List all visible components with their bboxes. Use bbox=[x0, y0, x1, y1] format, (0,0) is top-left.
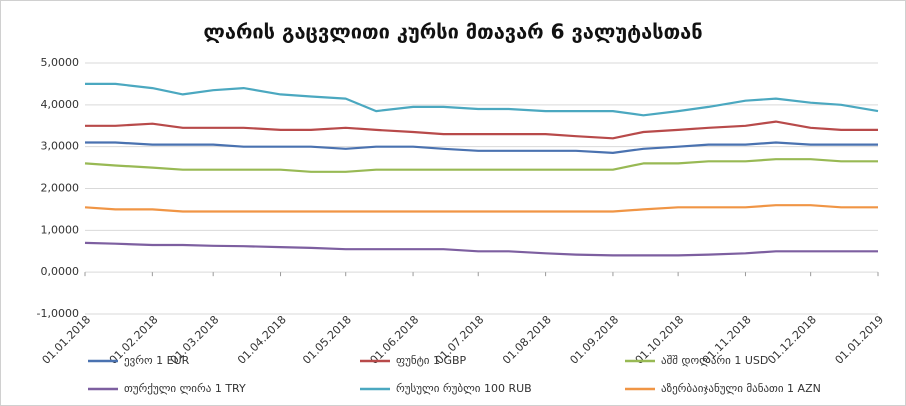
legend-label: აზერბაიჯანული მანათი 1 AZN bbox=[661, 382, 821, 395]
series-line bbox=[84, 241, 878, 257]
y-tick-label: 2,0000 bbox=[41, 182, 80, 195]
y-tick-label: 3,0000 bbox=[41, 140, 80, 153]
y-tick-label: 4,0000 bbox=[41, 98, 80, 111]
series-line bbox=[85, 120, 878, 140]
chart-title: ლარის გაცვლითი კურსი მთავარ 6 ვალუტასთან bbox=[203, 20, 702, 44]
legend-label: თურქული ლირა 1 TRY bbox=[124, 382, 246, 395]
y-tick-label: 0,0000 bbox=[41, 265, 80, 278]
series-line bbox=[85, 141, 878, 154]
y-tick-label: -1,0000 bbox=[37, 307, 79, 320]
y-tick-label: 1,0000 bbox=[41, 223, 80, 236]
series-line bbox=[84, 204, 878, 213]
series-line bbox=[85, 82, 879, 117]
legend-label: ევრო 1 EUR bbox=[124, 354, 190, 367]
series-line bbox=[84, 158, 878, 173]
legend-label: ფუნტი 1 GBP bbox=[396, 354, 467, 367]
y-tick-label: 5,0000 bbox=[41, 56, 80, 69]
legend-label: აშშ დოლარი 1 USD bbox=[661, 354, 768, 367]
legend-label: რუსული რუბლი 100 RUB bbox=[396, 382, 532, 395]
